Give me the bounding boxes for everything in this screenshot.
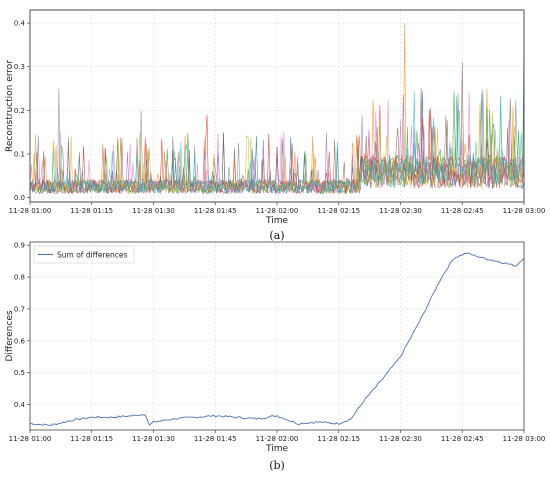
y-tick-label: 0.5: [14, 369, 25, 377]
panel-a: 11-28 01:00 11-28 01:15 11-28 01:30 11-28 0…: [5, 9, 546, 242]
y-tick-label: 0.1: [14, 151, 25, 159]
panel-a-caption: (a): [269, 229, 284, 242]
x-tick-label: 11-28 01:00: [9, 435, 52, 443]
panel-a-x-ticks: 11-28 01:00 11-28 01:15 11-28 01:30 11-28 0…: [9, 202, 546, 215]
y-tick-label: 0.9: [14, 242, 25, 250]
y-tick-label: 0.7: [14, 305, 25, 313]
panel-b-y-ticks: 0.4 0.5 0.6 0.7 0.8 0.9: [14, 242, 30, 409]
legend-label: Sum of differences: [57, 250, 127, 259]
x-tick-label: 11-28 03:00: [503, 435, 546, 443]
x-tick-label: 11-28 02:15: [317, 207, 360, 215]
panel-b-x-axis-label: Time: [265, 444, 288, 454]
series-line-7: [29, 92, 525, 195]
y-tick-label: 0.4: [14, 401, 26, 409]
x-tick-label: 11-28 02:00: [256, 207, 299, 215]
x-tick-label: 11-28 02:00: [256, 435, 299, 443]
y-tick-label: 0.2: [14, 107, 25, 115]
series-line-8: [29, 88, 525, 195]
y-tick-label: 0.8: [14, 274, 25, 282]
panel-b-y-axis-label: Differences: [5, 310, 15, 361]
x-tick-label: 11-28 01:30: [132, 207, 175, 215]
y-tick-label: 0.0: [14, 194, 25, 202]
x-tick-label: 11-28 02:30: [379, 435, 422, 443]
x-tick-label: 11-28 02:45: [441, 435, 484, 443]
panel-b-legend: Sum of differences: [33, 245, 135, 264]
y-tick-label: 0.3: [14, 63, 25, 71]
x-tick-label: 11-28 01:15: [70, 435, 113, 443]
x-tick-label: 11-28 01:45: [194, 207, 237, 215]
panel-a-series: [29, 23, 525, 195]
x-tick-label: 11-28 01:15: [70, 207, 113, 215]
x-tick-label: 11-28 01:30: [132, 435, 175, 443]
series-line-9: [29, 101, 525, 194]
panel-b-caption: (b): [269, 459, 285, 472]
panel-b: 11-28 01:00 11-28 01:15 11-28 01:30 11-28 0…: [5, 241, 546, 472]
x-tick-label: 11-28 03:00: [503, 207, 546, 215]
x-tick-label: 11-28 02:45: [441, 207, 484, 215]
panel-a-y-ticks: 0.0 0.1 0.2 0.3 0.4: [14, 20, 30, 202]
panel-a-y-axis-label: Reconstruction error: [5, 60, 15, 152]
series-line-10: [29, 91, 525, 194]
x-tick-label: 11-28 02:30: [379, 207, 422, 215]
panel-a-x-axis-label: Time: [265, 216, 288, 226]
y-tick-label: 0.4: [14, 20, 26, 28]
y-tick-label: 0.6: [14, 337, 26, 345]
x-tick-label: 11-28 02:15: [317, 435, 360, 443]
x-tick-label: 11-28 01:45: [194, 435, 237, 443]
series-line-sum-of-differences: [29, 252, 525, 427]
panel-b-series: [29, 252, 525, 427]
x-tick-label: 11-28 01:00: [9, 207, 52, 215]
panel-b-x-ticks: 11-28 01:00 11-28 01:15 11-28 01:30 11-28 0…: [9, 430, 546, 443]
legend-box: [33, 245, 135, 264]
